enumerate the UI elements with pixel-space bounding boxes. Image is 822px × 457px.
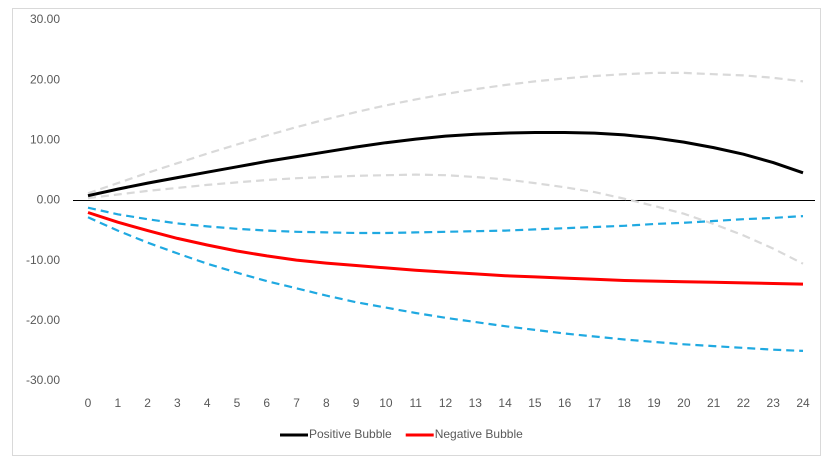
x-tick-label: 7 xyxy=(293,396,300,410)
x-tick-label: 14 xyxy=(498,396,512,410)
x-tick-label: 21 xyxy=(707,396,721,410)
x-tick-label: 15 xyxy=(528,396,542,410)
series-line xyxy=(87,173,804,265)
y-tick-label: 10.00 xyxy=(30,133,60,147)
x-tick-label: 18 xyxy=(618,396,632,410)
legend-label: Negative Bubble xyxy=(435,427,523,441)
series-line xyxy=(87,211,804,286)
x-tick-label: 0 xyxy=(85,396,92,410)
x-tick-label: 24 xyxy=(796,396,810,410)
x-tick-label: 10 xyxy=(379,396,393,410)
x-tick-label: 17 xyxy=(588,396,602,410)
x-tick-label: 11 xyxy=(409,396,422,410)
x-tick-label: 19 xyxy=(647,396,661,410)
x-tick-label: 23 xyxy=(767,396,781,410)
x-tick-label: 8 xyxy=(323,396,330,410)
y-tick-label: 20.00 xyxy=(30,72,60,86)
x-tick-label: 22 xyxy=(737,396,751,410)
y-tick-label: -30.00 xyxy=(26,373,60,387)
series-line xyxy=(87,71,804,195)
x-tick-label: 3 xyxy=(174,396,181,410)
x-tick-label: 1 xyxy=(114,396,121,410)
x-tick-label: 9 xyxy=(353,396,360,410)
legend-label: Positive Bubble xyxy=(309,427,392,441)
series-line xyxy=(87,131,804,198)
series-line xyxy=(87,216,804,352)
x-tick-label: 12 xyxy=(439,396,453,410)
x-tick-label: 5 xyxy=(234,396,241,410)
y-tick-label: 0.00 xyxy=(37,193,61,207)
series-line xyxy=(87,206,804,235)
y-tick-label: -10.00 xyxy=(26,253,60,267)
x-tick-label: 16 xyxy=(558,396,572,410)
x-tick-label: 4 xyxy=(204,396,211,410)
y-tick-label: 30.00 xyxy=(30,12,60,26)
x-tick-label: 2 xyxy=(144,396,151,410)
y-tick-label: -20.00 xyxy=(26,313,60,327)
x-tick-label: 13 xyxy=(469,396,483,410)
x-tick-label: 6 xyxy=(263,396,270,410)
x-tick-label: 20 xyxy=(677,396,691,410)
